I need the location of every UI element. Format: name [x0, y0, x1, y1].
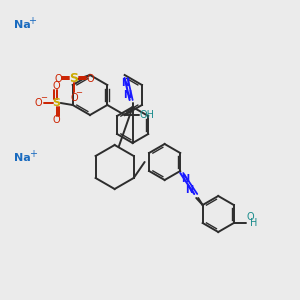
Text: O: O [53, 115, 61, 125]
Text: OH: OH [139, 110, 154, 120]
Text: S: S [70, 73, 79, 85]
Text: O: O [53, 81, 61, 91]
Text: +: + [29, 149, 37, 159]
Text: O: O [86, 74, 94, 84]
Text: S: S [53, 98, 61, 108]
Text: N: N [181, 174, 189, 184]
Text: O: O [35, 98, 43, 108]
Text: N: N [185, 185, 193, 195]
Text: O: O [246, 212, 253, 222]
Text: N: N [124, 90, 132, 100]
Text: O: O [54, 74, 62, 84]
Text: −: − [76, 88, 82, 98]
Text: H: H [250, 218, 257, 228]
Text: Na: Na [14, 20, 30, 30]
Text: −: − [40, 94, 47, 103]
Text: Na: Na [14, 153, 30, 163]
Text: O: O [70, 93, 78, 103]
Text: N: N [122, 78, 130, 88]
Text: +: + [28, 16, 36, 26]
